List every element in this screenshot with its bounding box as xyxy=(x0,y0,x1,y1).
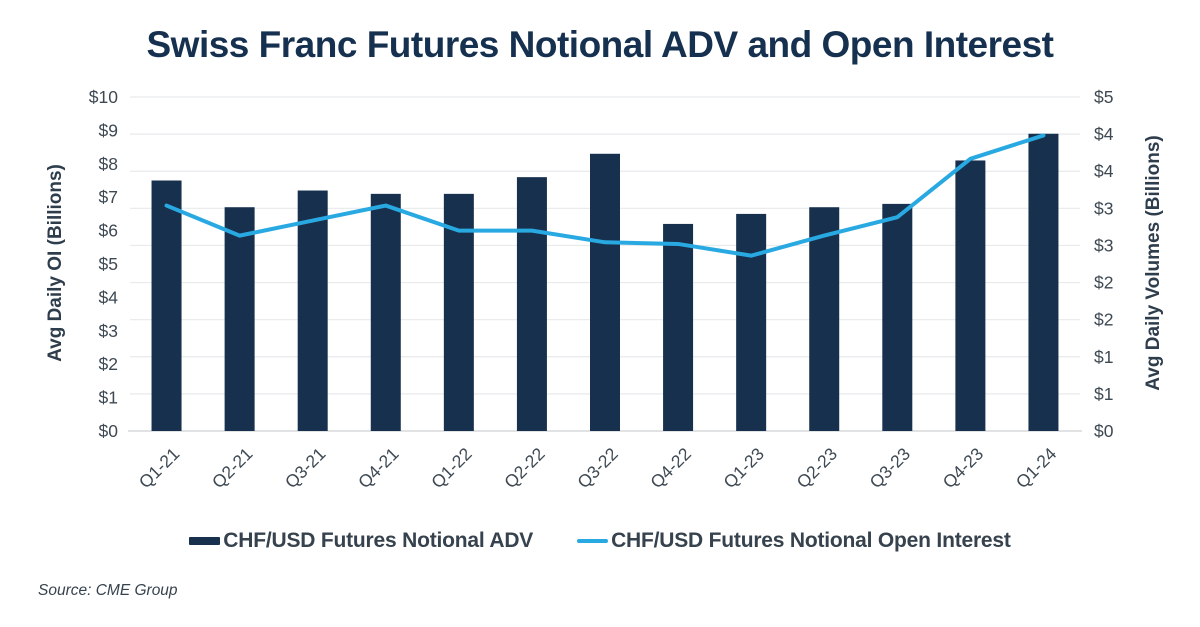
right-axis-title: Avg Daily Volumes (Billions) xyxy=(1143,135,1164,391)
adv-bar-q4-21 xyxy=(370,193,401,431)
legend-item-open-interest: CHF/USD Futures Notional Open Interest xyxy=(577,529,1011,553)
adv-bar-q1-21 xyxy=(151,180,182,431)
open-interest-line xyxy=(164,133,1046,258)
legend-label-adv: CHF/USD Futures Notional ADV xyxy=(223,529,534,552)
right-axis-tick-label: $3 xyxy=(1094,235,1113,255)
x-axis-tick-label: Q3-22 xyxy=(573,444,622,493)
left-axis-tick-label: $5 xyxy=(99,254,118,274)
x-axis-tick-label: Q3-23 xyxy=(866,444,915,493)
legend-label-open-interest: CHF/USD Futures Notional Open Interest xyxy=(611,529,1011,552)
x-axis-tick-label: Q2-23 xyxy=(793,444,842,493)
x-axis-tick-label: Q1-23 xyxy=(719,444,768,493)
left-axis-tick-label: $2 xyxy=(99,354,118,374)
x-axis-tick-label: Q1-21 xyxy=(135,444,184,493)
adv-bar-q2-23 xyxy=(809,207,840,431)
adv-bar-q3-21 xyxy=(297,190,328,431)
x-axis-tick-label: Q3-21 xyxy=(281,444,330,493)
adv-bar-q2-22 xyxy=(516,177,547,431)
left-axis-tick-label: $10 xyxy=(89,87,118,107)
right-axis-tick-label: $2 xyxy=(1094,273,1113,293)
adv-bar-swatch-icon xyxy=(189,537,221,545)
x-axis-tick-label: Q1-22 xyxy=(427,444,476,493)
x-axis-tick-label: Q4-23 xyxy=(939,444,988,493)
left-axis-tick-label: $6 xyxy=(99,221,118,241)
right-axis-tick-label: $3 xyxy=(1094,198,1113,218)
left-axis-tick-label: $4 xyxy=(99,287,119,307)
legend: CHF/USD Futures Notional ADV CHF/USD Fut… xyxy=(0,529,1200,553)
right-axis-tick-label: $1 xyxy=(1094,384,1113,404)
left-axis-tick-label: $3 xyxy=(99,321,118,341)
right-axis-tick-label: $0 xyxy=(1094,421,1114,441)
left-axis-tick-label: $1 xyxy=(99,388,118,408)
left-axis-tick-label: $9 xyxy=(99,120,118,140)
right-axis-tick-label: $5 xyxy=(1094,87,1113,107)
x-axis-tick-label: Q4-21 xyxy=(354,444,403,493)
x-axis-tick-label: Q2-21 xyxy=(208,444,257,493)
left-axis-title: Avg Daily OI (Billions) xyxy=(45,164,66,362)
adv-bar-q1-23 xyxy=(736,213,767,431)
adv-bar-q3-23 xyxy=(882,203,913,431)
x-axis-tick-label: Q4-22 xyxy=(646,444,695,493)
adv-bar-q1-24 xyxy=(1028,133,1059,432)
right-axis-tick-label: $2 xyxy=(1094,310,1113,330)
left-axis-tick-label: $8 xyxy=(99,154,118,174)
adv-bar-q4-22 xyxy=(663,223,694,431)
left-axis-tick-label: $7 xyxy=(99,187,118,207)
adv-bar-q1-22 xyxy=(443,193,474,431)
legend-item-adv: CHF/USD Futures Notional ADV xyxy=(189,529,533,553)
source-note: Source: CME Group xyxy=(38,582,178,599)
chart-title: Swiss Franc Futures Notional ADV and Ope… xyxy=(146,24,1054,65)
left-axis-tick-label: $0 xyxy=(99,421,119,441)
x-axis-tick-label: Q2-22 xyxy=(500,444,549,493)
adv-bar-q2-21 xyxy=(224,207,255,431)
right-axis-tick-label: $4 xyxy=(1094,124,1114,144)
open-interest-line-swatch-icon xyxy=(577,539,609,543)
right-axis-tick-label: $1 xyxy=(1094,347,1113,367)
x-axis-tick-label: Q1-24 xyxy=(1012,443,1061,492)
adv-bar-q3-22 xyxy=(590,153,620,431)
adv-bar-q4-23 xyxy=(955,160,986,431)
right-axis-tick-label: $4 xyxy=(1094,161,1114,181)
